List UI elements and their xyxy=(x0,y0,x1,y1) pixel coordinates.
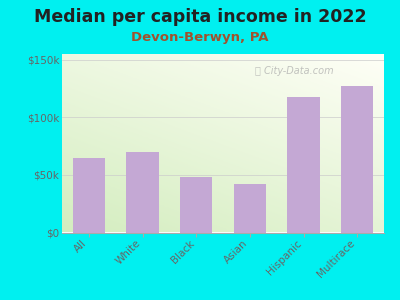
Bar xyxy=(126,152,158,232)
Bar xyxy=(73,158,105,232)
Bar xyxy=(234,184,266,232)
Bar xyxy=(287,97,320,232)
Bar xyxy=(341,86,373,232)
Text: ⓘ City-Data.com: ⓘ City-Data.com xyxy=(255,67,334,76)
Bar xyxy=(180,177,212,232)
Text: Devon-Berwyn, PA: Devon-Berwyn, PA xyxy=(131,32,269,44)
Text: Median per capita income in 2022: Median per capita income in 2022 xyxy=(34,8,366,26)
